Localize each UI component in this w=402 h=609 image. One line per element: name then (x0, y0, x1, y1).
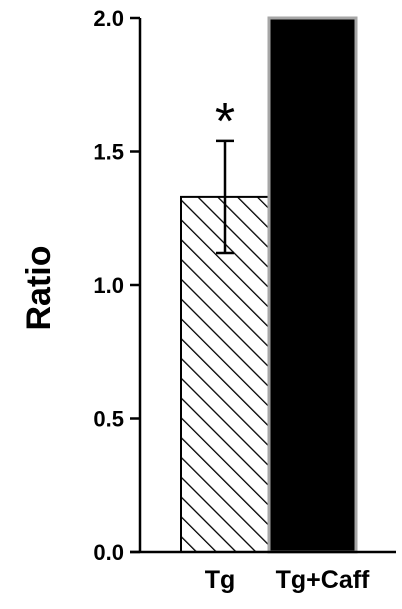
y-axis-label: Ratio (20, 246, 58, 331)
labels-layer: * Tg Tg+Caff 0.0 0.5 1.0 1.5 2.0 Ratio (20, 6, 370, 594)
y-tick-label: 1.5 (93, 140, 124, 165)
y-tick-label: 0.0 (93, 540, 124, 565)
significance-marker: * (215, 93, 235, 151)
x-tick-label: Tg+Caff (276, 566, 370, 594)
y-tick-label: 2.0 (93, 6, 124, 31)
y-tick-label: 0.5 (93, 407, 124, 432)
bar-tg-caff (267, 16, 358, 554)
bars-layer (180, 16, 358, 554)
x-tick-label: Tg (205, 566, 236, 594)
bar-tg (180, 195, 270, 553)
y-axis (130, 16, 396, 554)
y-tick-label: 1.0 (93, 273, 124, 298)
error-bar (216, 139, 234, 255)
